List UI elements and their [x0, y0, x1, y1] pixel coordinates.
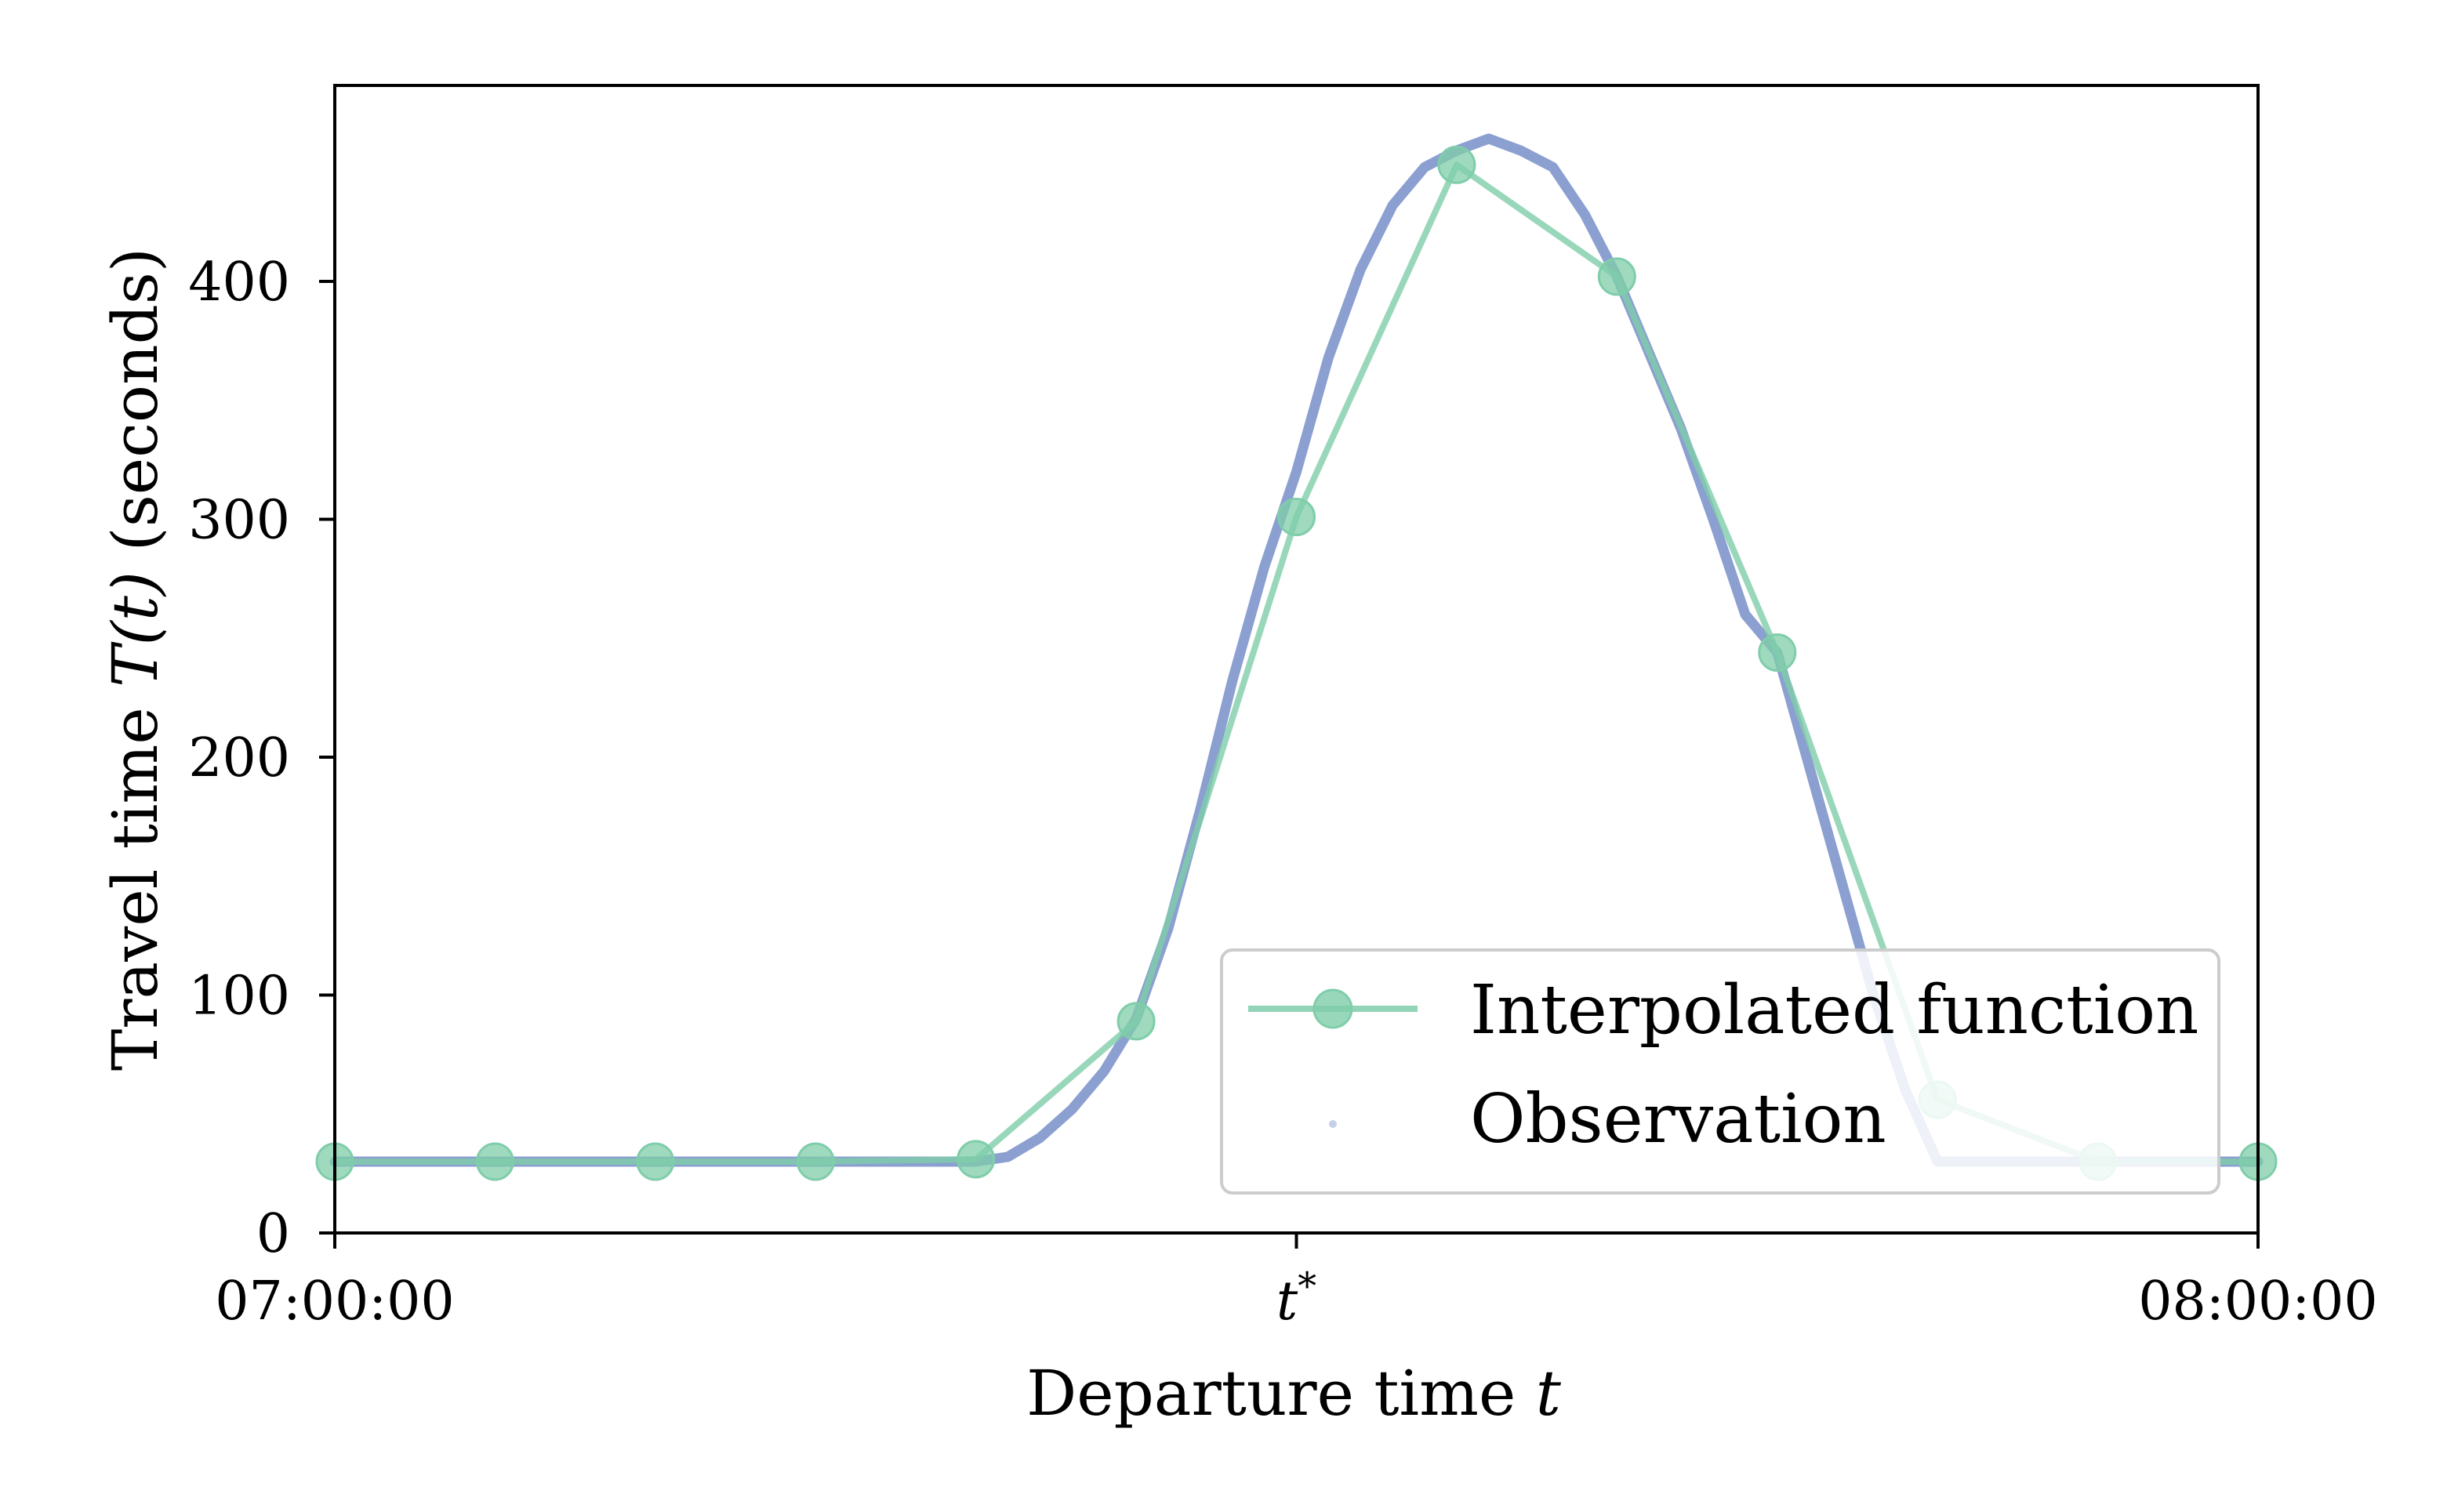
- y-tick-label: 100: [188, 966, 290, 1028]
- x-tick-label: 08:00:00: [2138, 1271, 2377, 1333]
- legend-swatch-observation-marker: [1329, 1120, 1337, 1128]
- x-tick-label: t*: [1276, 1264, 1316, 1333]
- interpolated-point: [636, 1142, 675, 1181]
- interpolated-point: [1116, 1002, 1156, 1041]
- interpolated-point: [1758, 633, 1797, 672]
- interpolated-point: [1437, 145, 1476, 184]
- legend-box: [1220, 948, 2220, 1195]
- interpolated-point: [957, 1140, 996, 1179]
- y-tick-label: 400: [188, 252, 290, 314]
- y-tick-label: 300: [188, 490, 290, 552]
- interpolated-point: [796, 1142, 835, 1181]
- legend-label-observation: Observation: [1470, 1080, 1886, 1158]
- legend-swatch-interpolated-marker: [1312, 988, 1353, 1029]
- legend-label-interpolated: Interpolated function: [1470, 971, 2198, 1050]
- x-axis-ticks: 07:00:00 t* 08:00:00: [215, 1233, 2378, 1333]
- y-tick-label: 200: [188, 727, 290, 789]
- legend: Interpolated function Observation: [1220, 948, 2220, 1195]
- observation-line: [329, 133, 2264, 1167]
- interpolated-point: [1277, 498, 1316, 536]
- interpolated-point: [1597, 257, 1636, 296]
- y-tick-label: 0: [256, 1203, 290, 1265]
- y-axis-label: Travel time T(t) (seconds): [99, 248, 172, 1071]
- y-axis-ticks: 0 100 200 300 400: [188, 252, 335, 1265]
- interpolated-point: [475, 1142, 514, 1181]
- x-tick-label: 07:00:00: [215, 1271, 454, 1333]
- x-axis-label: Departure time t: [1026, 1357, 1562, 1430]
